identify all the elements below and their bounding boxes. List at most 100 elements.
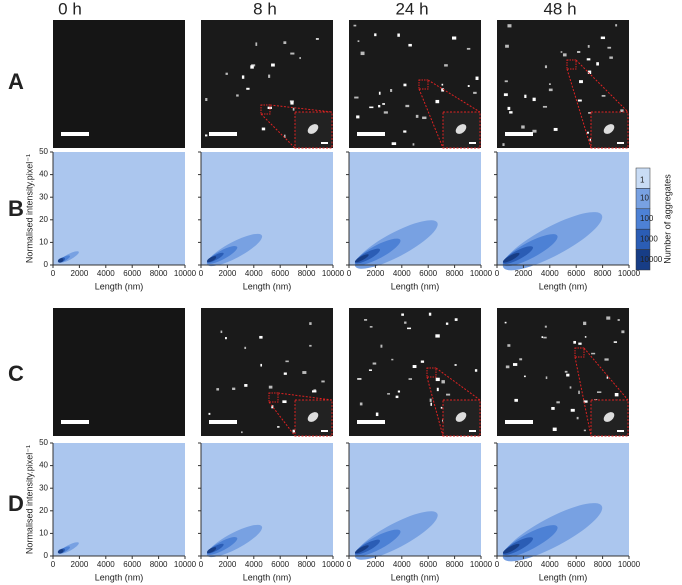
particle	[584, 336, 587, 338]
density-contour	[57, 549, 64, 554]
particle	[374, 33, 377, 37]
particle	[512, 363, 518, 366]
zoom-line	[575, 59, 629, 113]
particle	[473, 91, 477, 94]
particle	[441, 88, 445, 92]
particle	[359, 402, 363, 406]
particle	[404, 321, 407, 324]
plot-area	[53, 152, 185, 265]
particle	[578, 390, 580, 395]
particle	[397, 390, 401, 393]
particle	[397, 33, 400, 37]
y-tick-label: 40	[39, 170, 48, 179]
zoom-line	[574, 356, 592, 437]
x-tick-label: 0	[51, 560, 56, 569]
particle	[429, 398, 432, 402]
particle	[368, 369, 372, 371]
particle	[566, 373, 570, 377]
plot-area	[201, 152, 333, 265]
roi	[566, 59, 577, 70]
particle	[576, 416, 579, 420]
particle	[309, 344, 312, 347]
particle	[225, 337, 227, 340]
x-tick-label: 0	[347, 269, 352, 278]
micrograph	[53, 308, 185, 436]
particle	[454, 318, 458, 321]
colorbar-tick-label: 10	[640, 194, 649, 203]
x-axis-label: Length (nm)	[95, 281, 144, 291]
particle	[232, 387, 236, 390]
x-tick-label: 8000	[446, 269, 464, 278]
particle	[415, 114, 419, 118]
x-tick-label: 6000	[271, 269, 289, 278]
inset-particle	[307, 124, 319, 134]
particle	[615, 24, 618, 27]
particle	[564, 370, 568, 373]
particle	[422, 116, 427, 120]
particle	[505, 365, 510, 369]
particle	[466, 47, 471, 50]
particle	[502, 143, 505, 146]
particle	[591, 352, 596, 355]
particle	[556, 401, 560, 404]
particle	[596, 391, 602, 393]
y-tick-label: 0	[44, 551, 49, 560]
particle	[420, 360, 425, 363]
roi	[426, 367, 437, 378]
particle	[504, 321, 507, 324]
particle	[503, 93, 508, 97]
x-tick-label: 4000	[393, 560, 411, 569]
particle	[617, 319, 620, 321]
zoom-line	[268, 401, 296, 437]
particle	[315, 38, 319, 40]
x-tick-label: 0	[495, 560, 500, 569]
particle	[383, 111, 388, 114]
particle	[283, 41, 287, 44]
particle	[507, 24, 512, 28]
particle	[403, 83, 407, 87]
x-axis-label: Length (nm)	[95, 572, 144, 582]
particle	[552, 427, 557, 432]
particle	[378, 91, 381, 95]
particle	[259, 335, 263, 339]
density-contour	[354, 254, 369, 263]
x-tick-label: 6000	[567, 560, 585, 569]
particle	[577, 99, 582, 102]
x-tick-label: 10000	[322, 269, 345, 278]
particle	[606, 316, 611, 320]
scale-bar	[505, 420, 533, 424]
particle	[586, 131, 589, 134]
particle	[578, 342, 582, 345]
particle	[321, 380, 325, 383]
x-tick-label: 0	[51, 269, 56, 278]
x-tick-label: 6000	[271, 560, 289, 569]
column-header: 8 h	[253, 0, 277, 18]
x-tick-label: 2000	[515, 560, 533, 569]
particle	[521, 125, 525, 129]
plot-area	[201, 443, 333, 556]
particle	[607, 46, 612, 49]
particle	[220, 330, 223, 334]
particle	[401, 313, 404, 316]
particle	[216, 388, 220, 391]
row-label: B	[8, 196, 24, 221]
x-tick-label: 4000	[541, 269, 559, 278]
density-contour	[206, 256, 217, 263]
inset-scale	[617, 142, 624, 144]
roi	[260, 104, 271, 115]
x-tick-label: 4000	[97, 560, 115, 569]
scale-bar	[209, 132, 237, 136]
x-tick-label: 0	[347, 560, 352, 569]
particle	[428, 312, 432, 316]
zoom-line	[427, 79, 481, 113]
particle	[357, 378, 362, 380]
particle	[369, 326, 373, 328]
particle	[241, 431, 243, 434]
particle	[271, 405, 274, 409]
colorbar-title: Number of aggregates	[662, 174, 672, 264]
inset-particle	[603, 124, 615, 134]
particle	[440, 406, 443, 409]
particle	[519, 358, 523, 361]
particle	[532, 129, 537, 133]
